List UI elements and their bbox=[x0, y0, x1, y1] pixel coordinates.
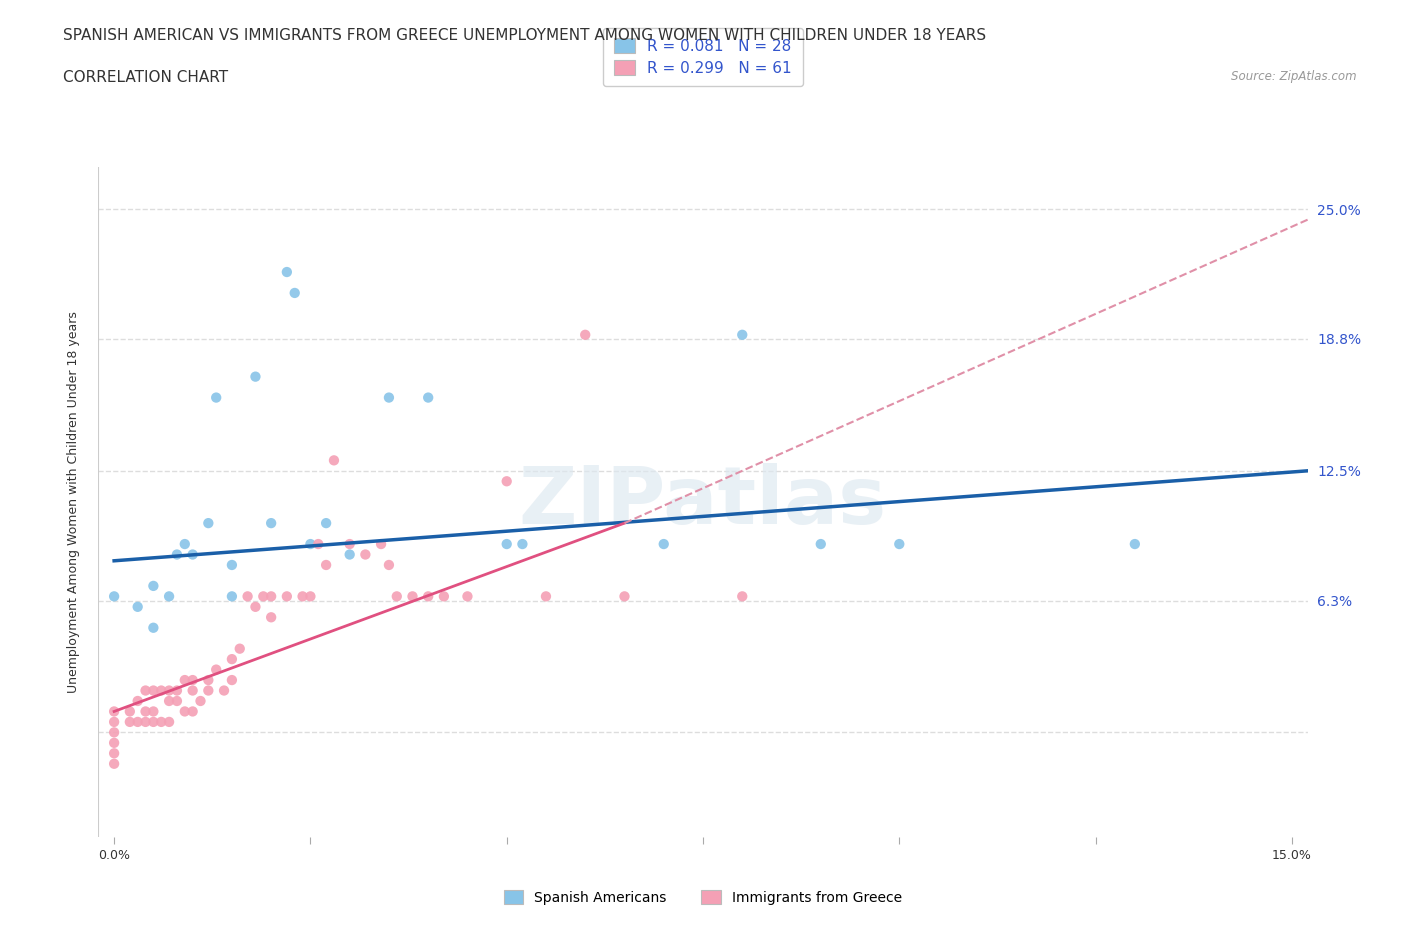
Point bbox=[190, 694, 212, 709]
Point bbox=[252, 589, 274, 604]
Point bbox=[276, 589, 298, 604]
Point bbox=[181, 683, 204, 698]
Point bbox=[173, 672, 195, 687]
Point bbox=[245, 600, 267, 615]
Point bbox=[103, 704, 125, 719]
Point bbox=[418, 391, 440, 405]
Point bbox=[142, 704, 165, 719]
Point bbox=[181, 672, 204, 687]
Point bbox=[339, 537, 361, 551]
Point bbox=[221, 672, 243, 687]
Point bbox=[205, 391, 228, 405]
Point bbox=[284, 286, 307, 300]
Point bbox=[456, 589, 478, 604]
Point bbox=[260, 610, 283, 625]
Point bbox=[221, 589, 243, 604]
Point bbox=[512, 537, 534, 551]
Point bbox=[574, 327, 596, 342]
Point bbox=[142, 620, 165, 635]
Point bbox=[166, 547, 188, 562]
Point bbox=[354, 547, 377, 562]
Point bbox=[181, 547, 204, 562]
Point bbox=[307, 537, 329, 551]
Point bbox=[613, 589, 636, 604]
Point bbox=[378, 558, 401, 573]
Point bbox=[731, 589, 754, 604]
Point bbox=[173, 704, 195, 719]
Point bbox=[534, 589, 557, 604]
Y-axis label: Unemployment Among Women with Children Under 18 years: Unemployment Among Women with Children U… bbox=[67, 312, 80, 693]
Point bbox=[166, 694, 188, 709]
Point bbox=[433, 589, 456, 604]
Point bbox=[652, 537, 675, 551]
Point bbox=[118, 704, 141, 719]
Point bbox=[142, 578, 165, 593]
Point bbox=[260, 516, 283, 531]
Text: ZIPatlas: ZIPatlas bbox=[519, 463, 887, 541]
Point bbox=[103, 725, 125, 740]
Point bbox=[731, 327, 754, 342]
Point bbox=[299, 537, 322, 551]
Point bbox=[135, 683, 157, 698]
Point bbox=[166, 683, 188, 698]
Point bbox=[197, 516, 219, 531]
Point bbox=[142, 683, 165, 698]
Point bbox=[385, 589, 408, 604]
Point bbox=[260, 589, 283, 604]
Point bbox=[103, 746, 125, 761]
Point bbox=[236, 589, 259, 604]
Point bbox=[221, 558, 243, 573]
Text: CORRELATION CHART: CORRELATION CHART bbox=[63, 70, 228, 85]
Point bbox=[229, 642, 252, 657]
Point bbox=[1123, 537, 1146, 551]
Point bbox=[157, 589, 180, 604]
Point bbox=[299, 589, 322, 604]
Point bbox=[135, 704, 157, 719]
Text: SPANISH AMERICAN VS IMMIGRANTS FROM GREECE UNEMPLOYMENT AMONG WOMEN WITH CHILDRE: SPANISH AMERICAN VS IMMIGRANTS FROM GREE… bbox=[63, 28, 987, 43]
Point bbox=[103, 714, 125, 729]
Point bbox=[339, 547, 361, 562]
Point bbox=[418, 589, 440, 604]
Point bbox=[370, 537, 392, 551]
Point bbox=[157, 714, 180, 729]
Point bbox=[495, 537, 517, 551]
Point bbox=[157, 694, 180, 709]
Point bbox=[495, 474, 517, 489]
Point bbox=[197, 683, 219, 698]
Point bbox=[135, 714, 157, 729]
Point bbox=[157, 683, 180, 698]
Point bbox=[127, 600, 149, 615]
Point bbox=[323, 453, 346, 468]
Point bbox=[103, 756, 125, 771]
Point bbox=[150, 683, 173, 698]
Point bbox=[245, 369, 267, 384]
Point bbox=[315, 558, 337, 573]
Point bbox=[315, 516, 337, 531]
Text: Source: ZipAtlas.com: Source: ZipAtlas.com bbox=[1232, 70, 1357, 83]
Point bbox=[103, 736, 125, 751]
Legend: Spanish Americans, Immigrants from Greece: Spanish Americans, Immigrants from Greec… bbox=[498, 885, 908, 910]
Point bbox=[401, 589, 423, 604]
Point bbox=[127, 714, 149, 729]
Point bbox=[103, 589, 125, 604]
Point bbox=[142, 714, 165, 729]
Point bbox=[221, 652, 243, 667]
Point bbox=[378, 391, 401, 405]
Point bbox=[205, 662, 228, 677]
Point bbox=[889, 537, 911, 551]
Point bbox=[212, 683, 235, 698]
Point bbox=[291, 589, 314, 604]
Point bbox=[810, 537, 832, 551]
Point bbox=[276, 265, 298, 280]
Point bbox=[127, 694, 149, 709]
Point bbox=[173, 537, 195, 551]
Point bbox=[150, 714, 173, 729]
Point bbox=[118, 714, 141, 729]
Point bbox=[197, 672, 219, 687]
Point bbox=[181, 704, 204, 719]
